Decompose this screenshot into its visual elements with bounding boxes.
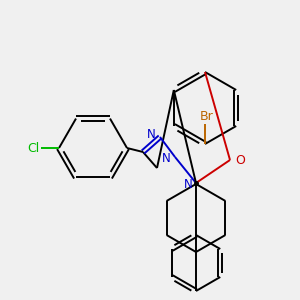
- Text: N: N: [184, 178, 192, 191]
- Text: N: N: [147, 128, 155, 140]
- Text: Cl: Cl: [27, 142, 39, 154]
- Text: N: N: [162, 152, 170, 164]
- Text: O: O: [235, 154, 245, 166]
- Text: Br: Br: [200, 110, 214, 122]
